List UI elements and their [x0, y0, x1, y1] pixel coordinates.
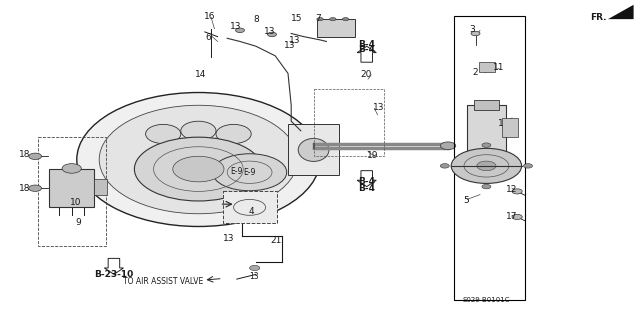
Ellipse shape — [181, 121, 216, 140]
Ellipse shape — [146, 124, 180, 144]
Text: 12: 12 — [506, 185, 518, 194]
Text: 9: 9 — [76, 218, 81, 227]
Text: B-4: B-4 — [358, 177, 375, 186]
Bar — [467, 105, 506, 172]
Ellipse shape — [216, 124, 251, 144]
Circle shape — [512, 189, 522, 194]
Text: TO AIR ASSIST VALVE: TO AIR ASSIST VALVE — [124, 277, 204, 286]
Circle shape — [330, 18, 336, 21]
Circle shape — [524, 164, 532, 168]
Circle shape — [173, 156, 224, 182]
Text: 16: 16 — [204, 12, 216, 21]
Bar — [314, 89, 384, 156]
Text: 1: 1 — [498, 119, 503, 128]
Circle shape — [342, 18, 349, 21]
Text: 7: 7 — [316, 14, 321, 23]
Text: 13: 13 — [230, 22, 241, 31]
FancyArrow shape — [357, 46, 376, 62]
Text: E-9: E-9 — [230, 167, 243, 176]
Circle shape — [512, 214, 522, 219]
Circle shape — [29, 153, 42, 160]
Text: FR.: FR. — [590, 13, 607, 22]
Bar — [454, 16, 525, 300]
Circle shape — [440, 142, 456, 150]
Text: 10: 10 — [70, 198, 81, 207]
Text: 14: 14 — [195, 70, 206, 78]
Circle shape — [451, 148, 522, 183]
Text: 15: 15 — [291, 14, 303, 23]
Text: S029-B0101C: S029-B0101C — [463, 297, 510, 303]
Circle shape — [471, 31, 480, 36]
Text: 8: 8 — [253, 15, 259, 24]
Circle shape — [477, 161, 496, 171]
Text: 17: 17 — [506, 212, 518, 221]
Circle shape — [250, 265, 260, 271]
Bar — [479, 62, 495, 72]
Text: 13: 13 — [284, 41, 296, 50]
Circle shape — [212, 154, 287, 191]
Ellipse shape — [77, 93, 320, 226]
Text: 4: 4 — [249, 207, 254, 216]
Text: B-4: B-4 — [358, 184, 375, 193]
Text: 20: 20 — [360, 70, 372, 78]
Bar — [317, 19, 355, 37]
Text: 18: 18 — [19, 150, 30, 159]
Text: 11: 11 — [493, 63, 505, 72]
Ellipse shape — [298, 138, 329, 161]
Bar — [474, 100, 499, 110]
Circle shape — [29, 185, 42, 191]
Text: 18: 18 — [19, 184, 30, 193]
Text: 6: 6 — [205, 33, 211, 42]
Bar — [502, 118, 518, 137]
Text: 13: 13 — [264, 27, 276, 36]
Text: B-4: B-4 — [358, 40, 375, 49]
Circle shape — [482, 143, 491, 147]
Bar — [49, 169, 94, 207]
Text: 5: 5 — [463, 196, 468, 205]
Circle shape — [268, 32, 276, 37]
Text: B-4: B-4 — [358, 45, 375, 54]
Circle shape — [482, 184, 491, 189]
Text: 13: 13 — [223, 234, 235, 243]
Ellipse shape — [99, 105, 298, 214]
Circle shape — [440, 164, 449, 168]
FancyArrow shape — [104, 258, 124, 274]
Bar — [288, 124, 339, 175]
Bar — [38, 137, 106, 246]
Circle shape — [134, 137, 262, 201]
Text: B-23-10: B-23-10 — [94, 271, 134, 279]
Circle shape — [317, 18, 323, 21]
Circle shape — [62, 164, 81, 173]
Text: 13: 13 — [373, 103, 385, 112]
Text: 21: 21 — [271, 236, 282, 245]
Circle shape — [236, 28, 244, 33]
Text: 3: 3 — [469, 25, 474, 34]
Text: 13: 13 — [249, 272, 259, 281]
Text: E-9: E-9 — [243, 168, 256, 177]
Polygon shape — [608, 5, 634, 19]
Text: 2: 2 — [472, 68, 477, 77]
Text: 13: 13 — [289, 36, 300, 45]
FancyArrow shape — [357, 171, 376, 187]
Text: 19: 19 — [367, 151, 379, 160]
Bar — [223, 191, 277, 223]
Bar — [94, 179, 107, 195]
